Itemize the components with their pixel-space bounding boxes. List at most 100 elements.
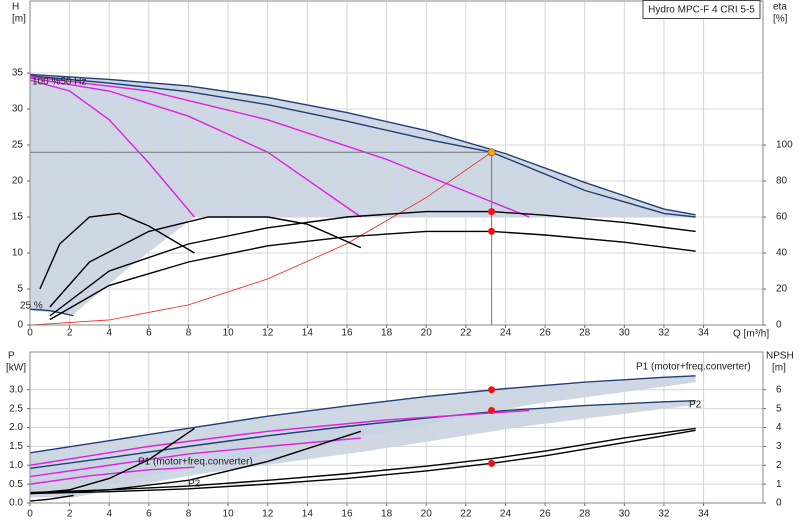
x-tick-label: 2	[67, 509, 73, 520]
annotation: P2	[188, 479, 201, 490]
x-tick-label: 18	[381, 328, 393, 339]
x-tick-label: 22	[460, 509, 472, 520]
axis-title: Q [m³/h]	[733, 329, 769, 340]
curve	[49, 230, 696, 321]
y-tick-label: 1.5	[9, 441, 23, 452]
curve	[39, 212, 195, 290]
x-tick-label: 14	[302, 509, 314, 520]
curve	[30, 429, 696, 495]
x-tick-label: 30	[619, 328, 631, 339]
x-tick-label: 0	[27, 509, 33, 520]
x-tick-label: 24	[500, 509, 512, 520]
y-tick-label: 2.0	[9, 422, 23, 433]
x-tick-label: 6	[146, 328, 152, 339]
curve	[30, 437, 361, 478]
x-tick-label: 34	[698, 509, 710, 520]
duty-point	[488, 459, 496, 467]
x-tick-label: 0	[27, 328, 33, 339]
x-tick-label: 34	[698, 328, 710, 339]
x-tick-label: 32	[658, 509, 670, 520]
x-tick-label: 20	[421, 509, 433, 520]
x-tick-label: 26	[540, 328, 552, 339]
y2-tick-label: 60	[776, 212, 788, 223]
operating-range	[30, 74, 696, 315]
y2-tick-label: 1	[776, 479, 782, 490]
x-tick-label: 22	[460, 328, 472, 339]
axis-title: [kW]	[6, 363, 26, 374]
x-tick-label: 8	[186, 509, 192, 520]
x-tick-label: 16	[341, 509, 353, 520]
annotation: 25 %	[20, 301, 43, 312]
axis-title: [%]	[773, 14, 788, 25]
x-tick-label: 10	[223, 509, 235, 520]
y2-tick-label: 20	[776, 284, 788, 295]
curve	[30, 466, 195, 485]
y-tick-label: 30	[12, 104, 24, 115]
duty-point	[488, 407, 496, 415]
curve	[49, 216, 362, 308]
y2-tick-label: 80	[776, 176, 788, 187]
operating-range	[30, 400, 696, 498]
plot-frame	[29, 0, 764, 326]
curve	[30, 151, 492, 325]
x-tick-label: 4	[106, 328, 112, 339]
axis-title: [m]	[772, 363, 786, 374]
axis-title: H	[12, 2, 19, 13]
x-tick-label: 32	[658, 328, 670, 339]
curve	[30, 375, 696, 454]
y-tick-label: 20	[12, 176, 24, 187]
curve	[30, 77, 362, 218]
x-tick-label: 14	[302, 328, 314, 339]
y2-tick-label: 6	[776, 384, 782, 395]
annotation: P2	[689, 400, 702, 411]
x-tick-label: 30	[619, 509, 631, 520]
curve	[49, 210, 696, 317]
plot-area	[30, 352, 763, 503]
annotation: 100 %50 Hz	[32, 77, 86, 88]
y2-tick-label: 40	[776, 248, 788, 259]
curve	[30, 430, 362, 495]
y2-tick-label: 100	[776, 140, 793, 151]
x-tick-label: 20	[421, 328, 433, 339]
axis-title: NPSH	[766, 351, 794, 362]
x-tick-label: 8	[186, 328, 192, 339]
y-tick-label: 2.5	[9, 403, 23, 414]
x-tick-label: 26	[540, 509, 552, 520]
plot-frame	[29, 351, 764, 504]
x-tick-label: 10	[223, 328, 235, 339]
curve	[30, 73, 696, 216]
y-tick-label: 0.5	[9, 479, 23, 490]
x-tick-label: 28	[579, 328, 591, 339]
y-tick-label: 15	[12, 212, 24, 223]
x-tick-label: 16	[341, 328, 353, 339]
annotation: P1 (motor+freq.converter)	[138, 457, 253, 468]
duty-point	[487, 148, 496, 157]
y-tick-label: 0	[17, 320, 23, 331]
duty-point	[488, 386, 496, 394]
curve	[30, 494, 74, 502]
title-box	[642, 0, 761, 19]
y-tick-label: 0.0	[9, 498, 23, 509]
y2-tick-label: 3	[776, 441, 782, 452]
curve	[30, 399, 696, 469]
y-tick-label: 5	[17, 284, 23, 295]
annotation: P1 (motor+freq.converter)	[636, 362, 751, 373]
y-tick-label: 10	[12, 248, 24, 259]
curve	[30, 75, 530, 218]
y-tick-label: 1.0	[9, 460, 23, 471]
x-tick-label: 2	[67, 328, 73, 339]
duty-point	[488, 208, 496, 216]
curve	[30, 427, 696, 494]
curve	[30, 79, 195, 218]
y-tick-label: 3.0	[9, 384, 23, 395]
x-tick-label: 24	[500, 328, 512, 339]
axis-title: [m]	[12, 14, 26, 25]
x-tick-label: 18	[381, 509, 393, 520]
y2-tick-label: 0	[776, 320, 782, 331]
curve	[30, 75, 696, 218]
y2-tick-label: 4	[776, 422, 782, 433]
duty-point	[488, 227, 496, 235]
plot-area	[30, 1, 763, 325]
y-tick-label: 25	[12, 140, 24, 151]
